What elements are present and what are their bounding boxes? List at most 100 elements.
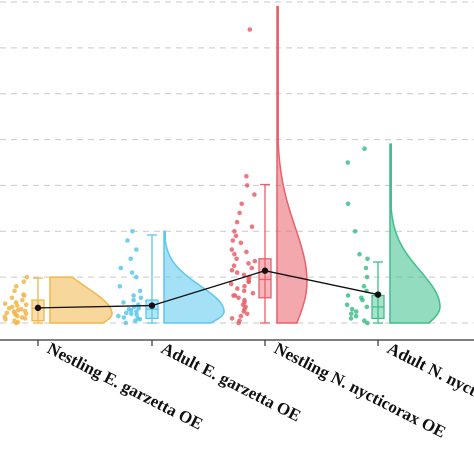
data-point	[24, 274, 30, 280]
data-point	[238, 313, 244, 319]
data-point	[362, 318, 367, 324]
data-point	[137, 317, 143, 322]
data-point	[228, 281, 234, 287]
data-point	[236, 295, 241, 301]
data-point	[125, 238, 130, 243]
density-cloud	[276, 5, 308, 324]
data-point	[22, 308, 28, 314]
data-point	[233, 233, 239, 239]
data-point	[128, 307, 134, 313]
data-point	[117, 284, 123, 289]
density-cloud	[389, 143, 441, 324]
mean-point	[34, 304, 42, 312]
data-point	[2, 301, 8, 307]
data-point	[229, 268, 235, 273]
data-point	[363, 265, 369, 271]
data-point	[4, 310, 10, 316]
data-point	[134, 274, 139, 280]
data-point	[239, 201, 244, 207]
data-point	[345, 201, 351, 207]
data-point	[238, 240, 244, 246]
data-point	[232, 251, 237, 257]
data-point	[234, 256, 239, 262]
data-point	[121, 315, 127, 320]
data-point	[229, 316, 235, 321]
data-point	[246, 261, 251, 266]
data-point	[361, 284, 367, 289]
data-point	[244, 311, 250, 317]
data-point	[118, 265, 124, 271]
data-point	[364, 274, 370, 280]
mean-point	[148, 302, 156, 309]
data-point	[242, 300, 247, 305]
data-point	[349, 311, 354, 317]
data-point	[249, 265, 255, 271]
data-point	[252, 258, 258, 264]
data-point	[121, 300, 126, 305]
data-point	[246, 279, 251, 285]
data-point	[349, 306, 355, 312]
data-point	[9, 295, 15, 301]
density-cloud	[163, 230, 225, 324]
data-point	[354, 309, 359, 314]
data-point	[348, 316, 354, 321]
data-point	[14, 303, 20, 308]
data-point	[345, 293, 351, 298]
data-point	[241, 309, 246, 314]
data-point	[136, 306, 141, 311]
data-point	[234, 219, 240, 225]
data-point	[138, 295, 144, 301]
box	[258, 258, 272, 299]
mean-line	[37, 270, 379, 309]
data-point	[20, 297, 25, 303]
data-point	[359, 295, 364, 301]
data-point	[250, 290, 256, 296]
data-point	[243, 304, 248, 310]
data-point	[137, 288, 143, 294]
data-point	[244, 174, 249, 179]
data-point	[365, 256, 370, 262]
data-point	[130, 229, 135, 234]
data-point	[230, 238, 236, 243]
data-point	[13, 284, 19, 289]
data-point	[131, 297, 136, 303]
data-point	[12, 288, 17, 294]
data-point	[235, 286, 240, 291]
data-point	[345, 160, 351, 165]
density-cloud	[49, 276, 113, 324]
data-point	[9, 304, 15, 310]
data-point	[128, 256, 133, 262]
data-point	[21, 279, 27, 285]
data-point	[237, 210, 242, 216]
data-point	[247, 27, 253, 32]
data-point	[244, 183, 250, 188]
data-point	[229, 247, 235, 252]
data-point	[357, 251, 362, 257]
data-point	[21, 292, 26, 297]
data-point	[344, 302, 350, 308]
data-point	[241, 272, 247, 278]
data-point	[249, 224, 255, 229]
data-point	[131, 293, 136, 298]
mean-point	[374, 291, 382, 298]
data-point	[242, 284, 247, 289]
data-point	[241, 288, 247, 294]
data-point	[19, 315, 25, 320]
data-point	[18, 306, 24, 312]
data-point	[134, 312, 139, 318]
data-point	[232, 229, 237, 234]
data-point	[231, 263, 237, 269]
data-point	[234, 270, 240, 275]
data-point	[352, 229, 358, 234]
data-point	[15, 319, 21, 325]
data-point	[244, 249, 249, 255]
data-point	[231, 293, 236, 298]
data-point	[2, 314, 8, 319]
data-point	[124, 310, 129, 316]
data-point	[252, 192, 257, 197]
data-point	[353, 313, 359, 319]
data-point	[12, 311, 18, 317]
data-point	[123, 320, 129, 326]
